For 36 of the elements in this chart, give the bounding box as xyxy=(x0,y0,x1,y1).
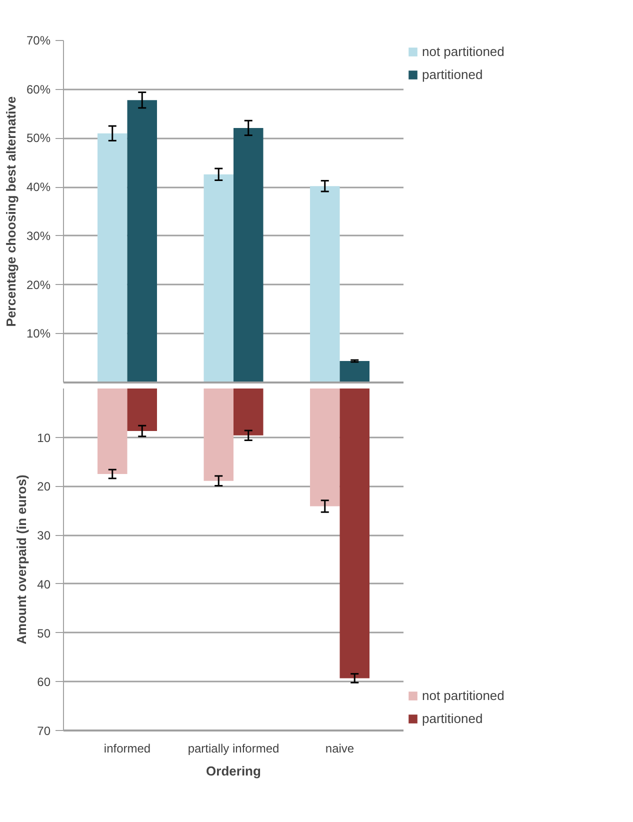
x-tick-label: informed xyxy=(104,742,151,756)
bar xyxy=(234,388,264,436)
y-tick-label: 70% xyxy=(26,34,51,48)
bar xyxy=(127,100,157,382)
x-axis-title: Ordering xyxy=(206,764,262,778)
x-tick-label: partially informed xyxy=(188,742,280,756)
y-tick-label: 70 xyxy=(37,724,51,738)
bar xyxy=(340,388,370,678)
x-tick-label: naive xyxy=(325,742,354,756)
y-tick-label: 40% xyxy=(26,180,51,194)
bar xyxy=(204,174,234,382)
bar xyxy=(340,361,370,382)
legend-label: partitioned xyxy=(422,711,483,726)
y-tick-label: 50 xyxy=(37,626,51,640)
legend-label: not partitioned xyxy=(422,688,504,703)
y-axis-title: Amount overpaid (in euros) xyxy=(14,474,30,644)
y-tick-label: 60% xyxy=(26,82,51,96)
y-tick-label: 20% xyxy=(26,278,51,292)
bar xyxy=(234,128,264,382)
y-tick-label: 10% xyxy=(26,326,51,341)
y-tick-label: 30 xyxy=(37,528,51,543)
y-tick-label: 30% xyxy=(26,228,51,243)
y-tick-label: 10 xyxy=(37,430,51,445)
y-tick-label: 20 xyxy=(37,480,51,494)
legend-label: not partitioned xyxy=(422,44,504,59)
bar xyxy=(310,186,340,382)
bar xyxy=(98,133,128,382)
legend-label: partitioned xyxy=(422,67,483,82)
bar xyxy=(127,388,157,432)
bar xyxy=(98,388,128,474)
bar xyxy=(204,388,234,481)
bar xyxy=(310,388,340,506)
y-tick-label: 60 xyxy=(37,675,51,690)
y-tick-label: 40 xyxy=(37,577,51,592)
y-axis-title: Percentage choosing best alternative xyxy=(3,96,18,327)
y-tick-label: 50% xyxy=(26,131,51,146)
